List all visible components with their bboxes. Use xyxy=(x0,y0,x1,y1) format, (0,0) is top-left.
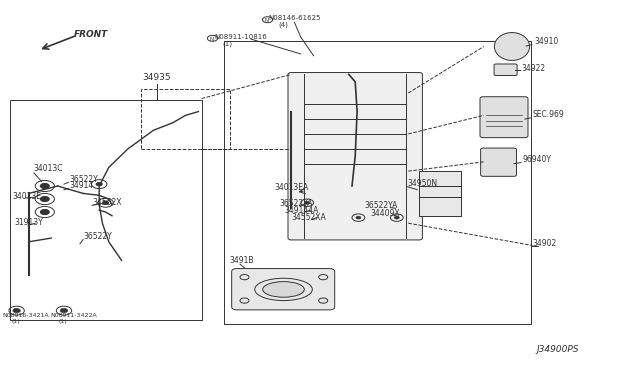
FancyBboxPatch shape xyxy=(494,64,517,76)
Text: J34900PS: J34900PS xyxy=(536,344,579,353)
Text: 34914: 34914 xyxy=(69,181,93,190)
Text: (1): (1) xyxy=(59,318,67,324)
FancyBboxPatch shape xyxy=(232,269,335,310)
Text: 34935: 34935 xyxy=(143,73,171,82)
Text: 34922: 34922 xyxy=(522,64,546,73)
Circle shape xyxy=(305,201,310,204)
Text: 36522YA: 36522YA xyxy=(280,199,313,208)
Bar xyxy=(224,41,531,324)
Text: N08911-3422A: N08911-3422A xyxy=(50,313,97,318)
Text: N: N xyxy=(13,308,17,314)
Text: N08916-3421A: N08916-3421A xyxy=(3,313,49,318)
Circle shape xyxy=(102,201,109,205)
Text: (1): (1) xyxy=(223,41,233,47)
Text: 34910: 34910 xyxy=(534,37,559,46)
Circle shape xyxy=(356,216,361,219)
Text: N08911-10816: N08911-10816 xyxy=(214,34,267,40)
Text: N: N xyxy=(61,308,65,314)
Text: 36522Y: 36522Y xyxy=(69,174,98,183)
Circle shape xyxy=(394,216,399,219)
Bar xyxy=(419,171,461,216)
Text: N: N xyxy=(210,36,214,42)
Text: 36522YA: 36522YA xyxy=(365,201,398,210)
Text: 34409X: 34409X xyxy=(370,209,399,218)
Ellipse shape xyxy=(262,282,305,297)
Text: 34552X: 34552X xyxy=(93,198,122,206)
Text: 34013EA: 34013EA xyxy=(274,183,308,192)
Circle shape xyxy=(60,308,68,313)
Text: 34902: 34902 xyxy=(532,238,557,247)
Circle shape xyxy=(13,308,20,313)
Text: 34013C: 34013C xyxy=(33,164,63,173)
Ellipse shape xyxy=(494,33,530,61)
Text: (1): (1) xyxy=(12,318,20,324)
Text: N: N xyxy=(265,18,269,23)
Circle shape xyxy=(40,209,49,215)
Text: FRONT: FRONT xyxy=(74,30,108,39)
Text: 96940Y: 96940Y xyxy=(523,155,552,164)
FancyBboxPatch shape xyxy=(288,73,422,240)
Text: 349144A: 349144A xyxy=(285,206,319,215)
Circle shape xyxy=(96,182,102,186)
Text: 31913Y: 31913Y xyxy=(14,218,43,227)
Text: (4): (4) xyxy=(278,22,288,28)
Text: SEC.969: SEC.969 xyxy=(532,110,564,119)
Text: N08146-61625: N08146-61625 xyxy=(269,16,321,22)
Text: 34013E: 34013E xyxy=(13,192,42,201)
Text: 34950N: 34950N xyxy=(408,179,438,188)
FancyBboxPatch shape xyxy=(480,97,528,138)
Text: 34552XA: 34552XA xyxy=(291,213,326,222)
Circle shape xyxy=(40,183,49,189)
FancyBboxPatch shape xyxy=(481,148,516,176)
Text: 3491B: 3491B xyxy=(229,256,253,265)
Bar xyxy=(141,89,230,149)
Text: 36522Y: 36522Y xyxy=(83,232,112,241)
Circle shape xyxy=(40,196,49,202)
Bar xyxy=(10,100,202,320)
